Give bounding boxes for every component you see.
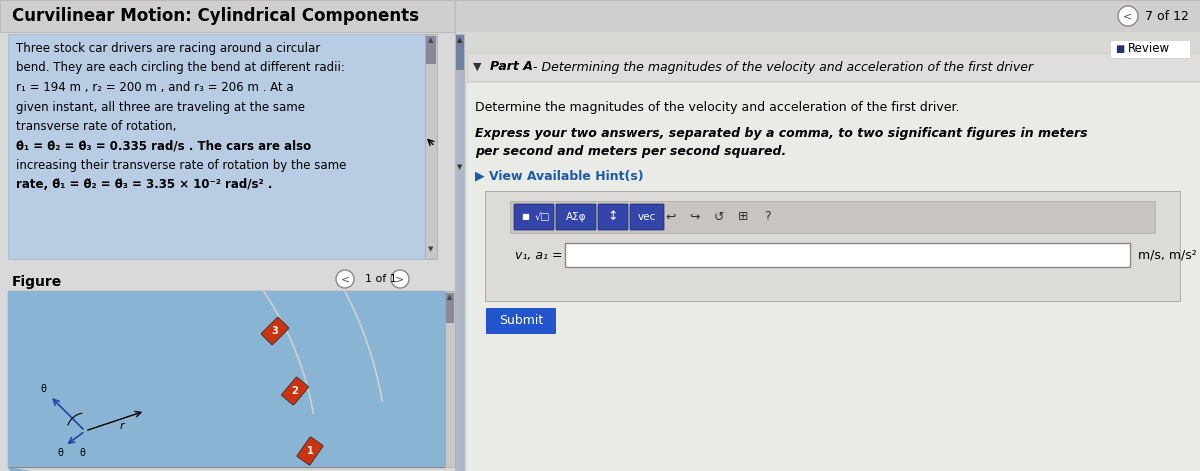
Circle shape — [391, 270, 409, 288]
Text: bend. They are each circling the bend at different radii:: bend. They are each circling the bend at… — [16, 62, 344, 74]
FancyBboxPatch shape — [486, 308, 556, 334]
Text: θ̇: θ̇ — [58, 448, 62, 458]
Text: r: r — [120, 421, 125, 431]
Text: Express your two answers, separated by a comma, to two significant figures in me: Express your two answers, separated by a… — [475, 127, 1087, 140]
FancyBboxPatch shape — [426, 36, 436, 64]
Text: AΣφ: AΣφ — [565, 212, 587, 222]
Text: - Determining the magnitudes of the velocity and acceleration of the first drive: - Determining the magnitudes of the velo… — [529, 60, 1033, 73]
FancyBboxPatch shape — [8, 291, 445, 467]
Text: transverse rate of rotation,: transverse rate of rotation, — [16, 120, 176, 133]
Text: 7 of 12: 7 of 12 — [1145, 9, 1189, 23]
Text: 1: 1 — [307, 446, 313, 456]
Text: θ̇₁ = θ̇₂ = θ̇₃ = 0.335 rad/s . The cars are also: θ̇₁ = θ̇₂ = θ̇₃ = 0.335 rad/s . The cars… — [16, 139, 311, 153]
Text: Three stock car drivers are racing around a circular: Three stock car drivers are racing aroun… — [16, 42, 320, 55]
Text: Curvilinear Motion: Cylindrical Components: Curvilinear Motion: Cylindrical Componen… — [12, 7, 419, 25]
Text: ↩: ↩ — [666, 211, 677, 224]
Circle shape — [336, 270, 354, 288]
Text: ▶ View Available Hint(s): ▶ View Available Hint(s) — [475, 169, 643, 182]
FancyBboxPatch shape — [1110, 40, 1190, 58]
Text: given instant, all three are traveling at the same: given instant, all three are traveling a… — [16, 100, 305, 114]
FancyBboxPatch shape — [455, 32, 1200, 97]
FancyBboxPatch shape — [8, 291, 445, 467]
Text: v₁, a₁ =: v₁, a₁ = — [515, 249, 563, 261]
Text: 2: 2 — [292, 386, 299, 396]
Text: 3: 3 — [271, 326, 278, 336]
FancyBboxPatch shape — [282, 377, 308, 405]
FancyBboxPatch shape — [425, 34, 437, 259]
Text: Figure: Figure — [12, 275, 62, 289]
FancyBboxPatch shape — [467, 53, 1200, 81]
FancyBboxPatch shape — [510, 201, 1154, 233]
FancyBboxPatch shape — [565, 243, 1130, 267]
Text: ▼: ▼ — [428, 246, 433, 252]
Text: >: > — [395, 274, 404, 284]
Text: rate, θ̈₁ = θ̈₂ = θ̈₃ = 3.35 × 10⁻² rad/s² .: rate, θ̈₁ = θ̈₂ = θ̈₃ = 3.35 × 10⁻² rad/… — [16, 179, 272, 192]
Text: Submit: Submit — [499, 315, 544, 327]
FancyBboxPatch shape — [445, 291, 455, 467]
Text: ▲: ▲ — [448, 294, 452, 300]
Text: θ: θ — [80, 448, 86, 458]
FancyBboxPatch shape — [598, 204, 628, 230]
Text: vec: vec — [638, 212, 656, 222]
Text: increasing their transverse rate of rotation by the same: increasing their transverse rate of rota… — [16, 159, 347, 172]
Text: <: < — [341, 274, 349, 284]
Text: ▼: ▼ — [457, 164, 463, 170]
Text: r₁ = 194 m , r₂ = 200 m , and r₃ = 206 m . At a: r₁ = 194 m , r₂ = 200 m , and r₃ = 206 m… — [16, 81, 294, 94]
FancyBboxPatch shape — [455, 34, 466, 471]
Text: m/s, m/s²: m/s, m/s² — [1138, 249, 1196, 261]
FancyBboxPatch shape — [8, 34, 433, 259]
Text: ↪: ↪ — [690, 211, 701, 224]
FancyBboxPatch shape — [630, 204, 664, 230]
Wedge shape — [8, 467, 313, 471]
FancyBboxPatch shape — [456, 35, 464, 70]
FancyBboxPatch shape — [296, 437, 323, 465]
Text: ▲: ▲ — [428, 37, 433, 43]
FancyBboxPatch shape — [0, 0, 1200, 32]
Text: <: < — [1123, 11, 1133, 21]
Text: per second and meters per second squared.: per second and meters per second squared… — [475, 145, 786, 158]
Text: θ̇: θ̇ — [40, 384, 46, 394]
Text: Part A: Part A — [490, 60, 533, 73]
FancyBboxPatch shape — [467, 83, 1200, 471]
FancyBboxPatch shape — [485, 191, 1180, 301]
FancyBboxPatch shape — [556, 204, 596, 230]
Text: ↺: ↺ — [714, 211, 725, 224]
Text: 1 of 1: 1 of 1 — [365, 274, 397, 284]
Text: ?: ? — [763, 211, 770, 224]
Text: ■: ■ — [521, 212, 529, 221]
FancyBboxPatch shape — [0, 32, 1200, 471]
FancyBboxPatch shape — [514, 204, 554, 230]
Text: ▼: ▼ — [473, 62, 481, 72]
Text: ⊞: ⊞ — [738, 211, 749, 224]
Text: ■: ■ — [1115, 44, 1124, 54]
FancyBboxPatch shape — [446, 293, 454, 323]
Text: √□: √□ — [535, 212, 551, 222]
Text: Review: Review — [1128, 42, 1170, 56]
FancyBboxPatch shape — [262, 317, 289, 345]
Circle shape — [1118, 6, 1138, 26]
Text: ↕: ↕ — [607, 211, 618, 224]
Text: ▲: ▲ — [457, 37, 463, 43]
Text: Determine the magnitudes of the velocity and acceleration of the first driver.: Determine the magnitudes of the velocity… — [475, 101, 960, 114]
